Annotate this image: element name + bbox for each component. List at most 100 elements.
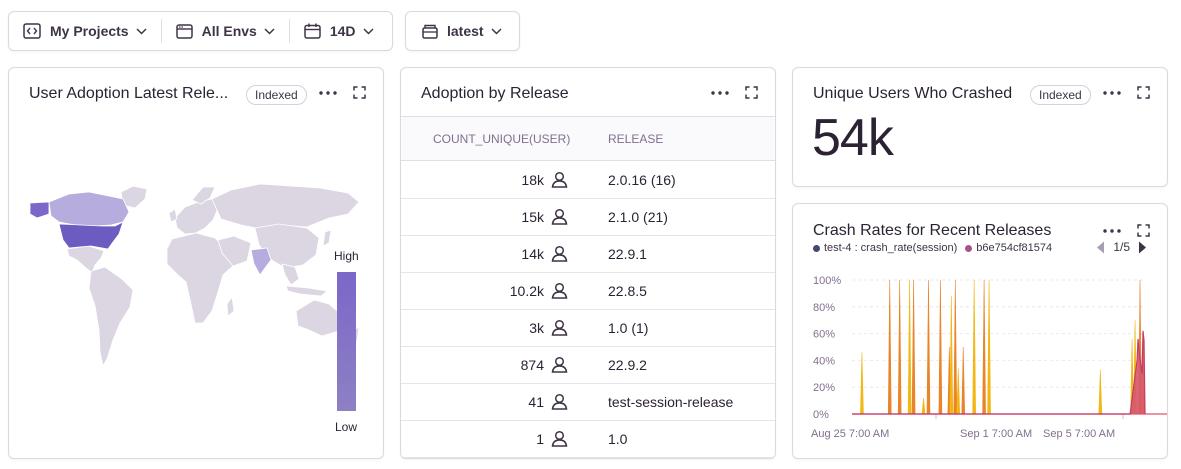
release-filter-button[interactable]: latest [406,12,518,50]
user-icon [551,319,568,339]
crash-rate-spike [972,279,976,415]
count-cell: 874 [520,357,544,373]
crash-rate-spike [907,279,912,415]
filter-divider [288,19,290,43]
environment-filter-label: All Envs [201,23,257,39]
widget-toolbar [711,86,758,99]
more-options-icon[interactable] [1103,228,1121,233]
map-region-japan [322,229,332,247]
legend-dot [965,244,973,252]
map-region-india [250,247,272,276]
adoption-by-release-widget: Adoption by Release COUNT_UNIQUE(USER) R… [400,67,776,459]
map-region-mexico [66,245,105,274]
crash-rate-spike [921,397,926,415]
x-tick-label: Sep 1 7:00 AM [960,428,1032,440]
user-icon [551,282,568,302]
chevron-down-icon [136,27,147,35]
crash-rate-spike [953,279,958,415]
date-range-filter-button[interactable]: 14D [290,12,388,50]
map-region-middle-east [217,235,252,267]
page-filter-bar: My Projects All Envs 14D [8,11,393,51]
release-filter-group: latest [405,11,520,51]
legend-series-label[interactable]: test-4 : crash_rate(session) [824,242,958,254]
map-region-scandinavia [191,186,216,205]
map-region-madagascar [226,295,235,317]
legend-dot [813,244,820,252]
chevron-down-icon [491,27,502,35]
release-cell[interactable]: 22.8.5 [608,283,647,299]
expand-icon[interactable] [745,86,758,99]
table-row[interactable]: 3k 1.0 (1) [401,310,775,347]
pager-label: 1/5 [1113,240,1130,254]
map-region-southeast-asia [281,263,300,286]
release-cell[interactable]: 1.0 [608,431,628,447]
release-cell[interactable]: 2.0.16 (16) [608,172,676,188]
code-bracket-icon [23,23,41,39]
date-range-filter-label: 14D [329,23,356,39]
table-row[interactable]: 18k 2.0.16 (16) [401,162,775,199]
chevron-down-icon [363,27,374,35]
user-icon [551,171,568,191]
more-options-icon[interactable] [1103,90,1121,95]
column-header-count[interactable]: COUNT_UNIQUE(USER) [433,132,571,146]
series-line-1 [852,330,1146,415]
column-header-release[interactable]: RELEASE [608,132,664,146]
table-row[interactable]: 14k 22.9.1 [401,236,775,273]
more-options-icon[interactable] [319,90,337,95]
crash-rate-chart: 100% 80% 60% 40% 20% 0% Aug 25 7:00 AM Sep 1 7:… [811,275,1167,440]
chevron-left-icon[interactable] [1096,241,1105,254]
world-map [29,183,360,411]
crash-rate-spike [926,279,931,415]
big-number-value: 54k [812,109,894,167]
crash-rate-spike [961,346,966,415]
release-filter-label: latest [447,23,484,39]
more-options-icon[interactable] [711,90,729,95]
crash-rate-spike [860,352,864,415]
table-row[interactable]: 1 1.0 [401,421,775,458]
map-region-russia [211,183,360,230]
indexed-badge: Indexed [246,85,307,105]
crash-rate-spike [982,279,986,415]
expand-icon[interactable] [1137,224,1150,237]
y-tick-label: 60% [813,329,835,341]
unique-users-crashed-widget: Unique Users Who Crashed Indexed 54k [792,67,1168,187]
environment-filter-button[interactable]: All Envs [162,12,289,50]
crash-rate-spike [887,279,892,415]
crash-rate-spike [987,279,991,415]
table-row[interactable]: 41 test-session-release [401,384,775,421]
table-header: COUNT_UNIQUE(USER) RELEASE [401,116,775,161]
crash-rates-widget: Crash Rates for Recent Releases test-4 :… [792,203,1168,459]
legend-series-label[interactable]: b6e754cf81574 [976,242,1053,254]
project-filter-button[interactable]: My Projects [9,12,161,50]
table-row[interactable]: 15k 2.1.0 (21) [401,199,775,236]
widget-title: Unique Users Who Crashed [813,85,1013,102]
release-cell[interactable]: 22.9.1 [608,246,647,262]
crash-rate-spike [949,296,954,415]
release-cell[interactable]: 22.9.2 [608,357,647,373]
expand-icon[interactable] [353,86,366,99]
release-cell[interactable]: 2.1.0 (21) [608,209,668,225]
count-cell: 10.2k [509,283,544,299]
widget-toolbar [1103,224,1150,237]
y-tick-label: 0% [813,409,829,421]
map-legend-low-label: Low [335,420,358,434]
crash-rate-spike [897,279,902,415]
y-tick-label: 80% [813,302,835,314]
table-row[interactable]: 874 22.9.2 [401,347,775,384]
release-cell[interactable]: 1.0 (1) [608,320,649,336]
chevron-right-icon[interactable] [1138,241,1147,254]
chevron-down-icon [264,27,275,35]
table-row[interactable]: 10.2k 22.8.5 [401,273,775,310]
map-region-uk [168,208,178,223]
user-icon [551,356,568,376]
count-cell: 18k [521,172,544,188]
y-tick-label: 40% [813,355,835,367]
x-tick-label: Aug 25 7:00 AM [811,428,889,440]
release-cell[interactable]: test-session-release [608,394,734,410]
map-region-usa [58,221,124,250]
expand-icon[interactable] [1137,86,1150,99]
crash-rate-spike [911,279,916,415]
user-icon [551,430,568,450]
map-region-indonesia [285,285,328,297]
window-icon [175,23,193,39]
